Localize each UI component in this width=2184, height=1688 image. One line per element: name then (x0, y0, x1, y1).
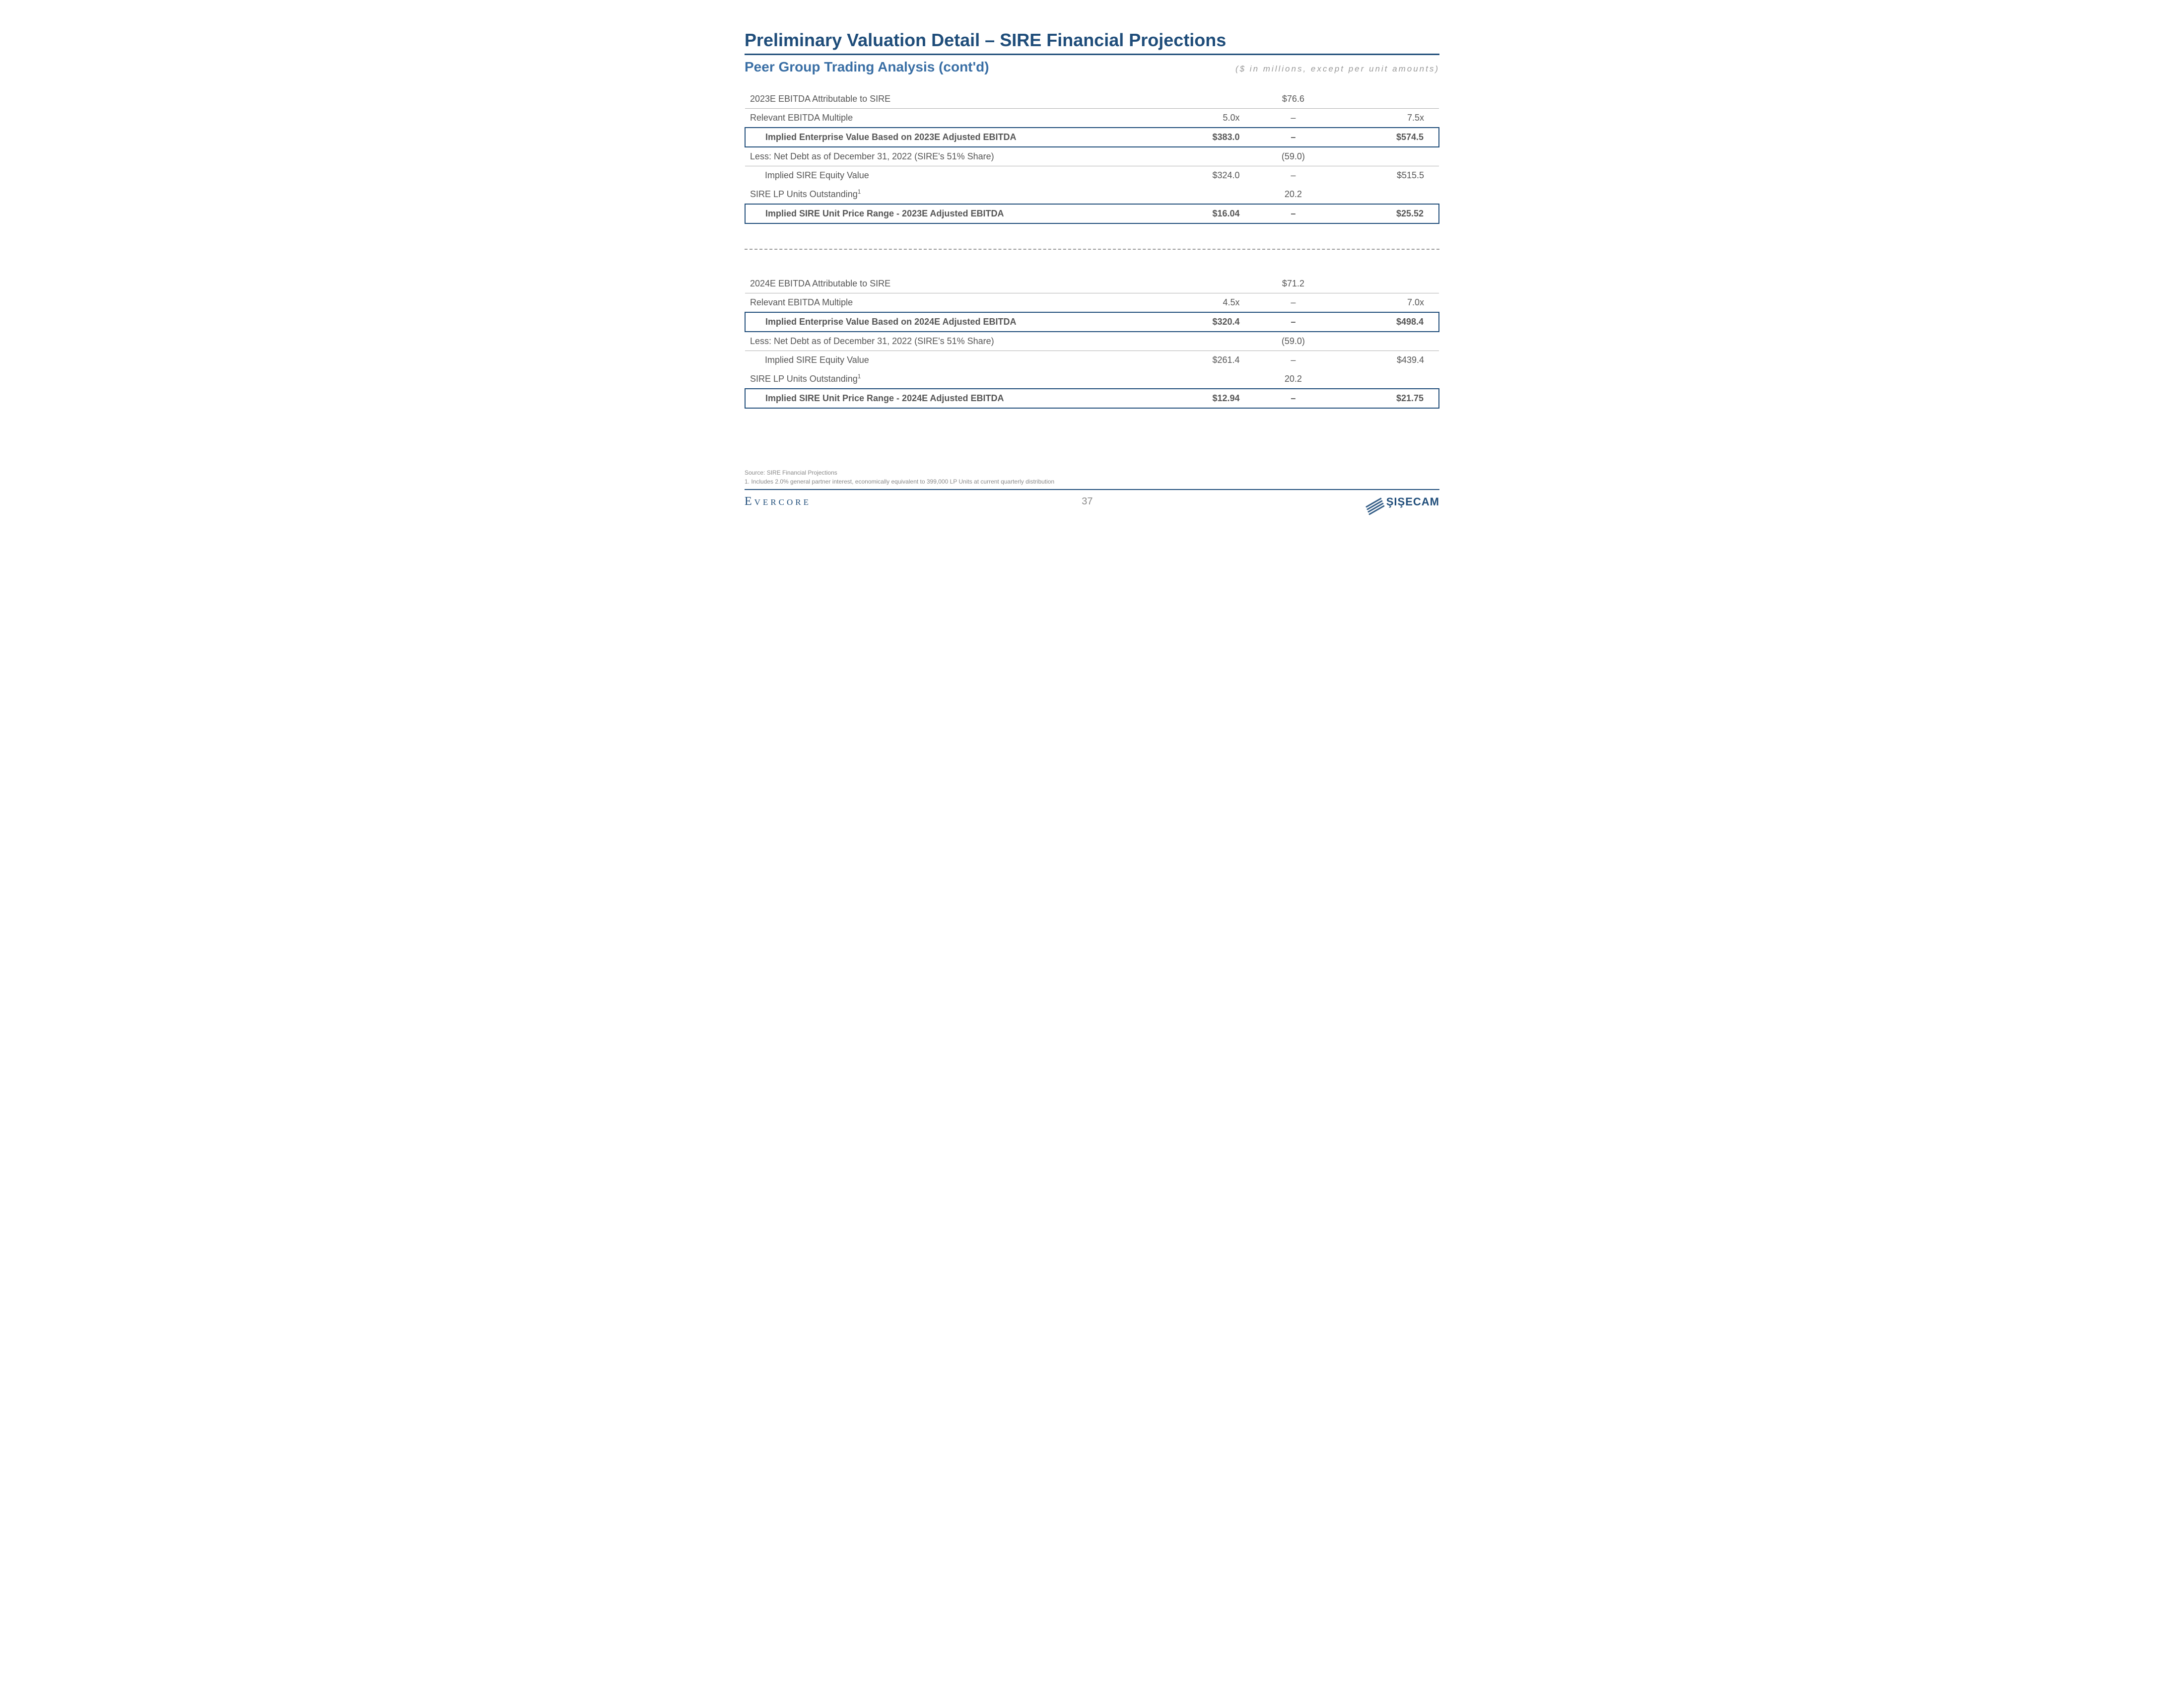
footnote-1: 1. Includes 2.0% general partner interes… (745, 477, 1439, 486)
valuation-table-2023: 2023E EBITDA Attributable to SIRE$76.6Re… (745, 90, 1439, 224)
row-value: $261.4 (1148, 351, 1245, 370)
row-value: $71.2 (1245, 275, 1342, 293)
row-value: $439.4 (1342, 351, 1439, 370)
subtitle-row: Peer Group Trading Analysis (cont'd) ($ … (745, 57, 1439, 75)
row-label: Implied SIRE Equity Value (745, 166, 1148, 185)
table-row: SIRE LP Units Outstanding1 20.2 (745, 185, 1439, 204)
row-value: $515.5 (1342, 166, 1439, 185)
row-value (1148, 185, 1245, 204)
section-divider (745, 249, 1439, 250)
table-row: Implied SIRE Unit Price Range - 2023E Ad… (745, 204, 1439, 223)
row-value: – (1245, 204, 1342, 223)
table-row: 2023E EBITDA Attributable to SIRE $76.6 (745, 90, 1439, 109)
row-value: 7.5x (1342, 109, 1439, 128)
row-label: Implied SIRE Unit Price Range - 2023E Ad… (745, 204, 1148, 223)
row-value (1148, 90, 1245, 109)
row-value (1342, 90, 1439, 109)
logo-sisecam-text: ŞIŞECAM (1386, 495, 1439, 508)
table-row: SIRE LP Units Outstanding1 20.2 (745, 369, 1439, 389)
row-value: 7.0x (1342, 293, 1439, 313)
table-row: Less: Net Debt as of December 31, 2022 (… (745, 332, 1439, 351)
page-number: 37 (1082, 496, 1092, 507)
row-value: $21.75 (1342, 389, 1439, 408)
row-value: $25.52 (1342, 204, 1439, 223)
row-value: 20.2 (1245, 185, 1342, 204)
row-value: – (1245, 293, 1342, 313)
table-row: Implied Enterprise Value Based on 2024E … (745, 312, 1439, 332)
row-label: 2023E EBITDA Attributable to SIRE (745, 90, 1148, 109)
row-value: – (1245, 109, 1342, 128)
row-value: $574.5 (1342, 128, 1439, 147)
table-row: 2024E EBITDA Attributable to SIRE $71.2 (745, 275, 1439, 293)
row-value (1342, 275, 1439, 293)
row-label: 2024E EBITDA Attributable to SIRE (745, 275, 1148, 293)
row-value (1342, 185, 1439, 204)
page-subtitle: Peer Group Trading Analysis (cont'd) (745, 59, 989, 75)
row-value: $76.6 (1245, 90, 1342, 109)
row-value: – (1245, 166, 1342, 185)
row-value: $12.94 (1148, 389, 1245, 408)
row-value (1148, 369, 1245, 389)
row-value: $16.04 (1148, 204, 1245, 223)
row-label: Relevant EBITDA Multiple (745, 293, 1148, 313)
footnote-source: Source: SIRE Financial Projections (745, 468, 1439, 477)
logo-evercore: Evercore (745, 495, 811, 508)
page-title: Preliminary Valuation Detail – SIRE Fina… (745, 30, 1439, 55)
row-value: $320.4 (1148, 312, 1245, 332)
row-label: Implied Enterprise Value Based on 2023E … (745, 128, 1148, 147)
row-value: $324.0 (1148, 166, 1245, 185)
row-value (1342, 369, 1439, 389)
row-value (1148, 147, 1245, 166)
row-value: (59.0) (1245, 147, 1342, 166)
table-row: Implied Enterprise Value Based on 2023E … (745, 128, 1439, 147)
row-value (1148, 332, 1245, 351)
row-value (1342, 147, 1439, 166)
row-value: – (1245, 128, 1342, 147)
slide-page: Preliminary Valuation Detail – SIRE Fina… (705, 0, 1479, 518)
footer-bar: Evercore 37 ŞIŞECAM (745, 489, 1439, 508)
valuation-table-2024: 2024E EBITDA Attributable to SIRE$71.2Re… (745, 275, 1439, 409)
row-label: Implied SIRE Unit Price Range - 2024E Ad… (745, 389, 1148, 408)
row-label: Less: Net Debt as of December 31, 2022 (… (745, 332, 1148, 351)
table-row: Relevant EBITDA Multiple5.0x–7.5x (745, 109, 1439, 128)
row-value: (59.0) (1245, 332, 1342, 351)
table-row: Implied SIRE Equity Value$261.4–$439.4 (745, 351, 1439, 370)
row-value (1342, 332, 1439, 351)
row-value: – (1245, 389, 1342, 408)
units-note: ($ in millions, except per unit amounts) (1235, 64, 1439, 74)
row-value: $383.0 (1148, 128, 1245, 147)
row-label: Implied SIRE Equity Value (745, 351, 1148, 370)
table-row: Implied SIRE Unit Price Range - 2024E Ad… (745, 389, 1439, 408)
row-label: SIRE LP Units Outstanding1 (745, 185, 1148, 204)
row-value (1148, 275, 1245, 293)
row-label: Less: Net Debt as of December 31, 2022 (… (745, 147, 1148, 166)
row-value: $498.4 (1342, 312, 1439, 332)
row-value: 20.2 (1245, 369, 1342, 389)
table-row: Relevant EBITDA Multiple4.5x–7.0x (745, 293, 1439, 313)
table-row: Less: Net Debt as of December 31, 2022 (… (745, 147, 1439, 166)
sisecam-icon (1364, 495, 1382, 508)
logo-sisecam: ŞIŞECAM (1364, 495, 1439, 508)
row-label: SIRE LP Units Outstanding1 (745, 369, 1148, 389)
row-value: 5.0x (1148, 109, 1245, 128)
row-value: 4.5x (1148, 293, 1245, 313)
row-label: Relevant EBITDA Multiple (745, 109, 1148, 128)
footnotes: Source: SIRE Financial Projections 1. In… (745, 468, 1439, 486)
row-value: – (1245, 312, 1342, 332)
table-row: Implied SIRE Equity Value$324.0–$515.5 (745, 166, 1439, 185)
row-value: – (1245, 351, 1342, 370)
row-label: Implied Enterprise Value Based on 2024E … (745, 312, 1148, 332)
